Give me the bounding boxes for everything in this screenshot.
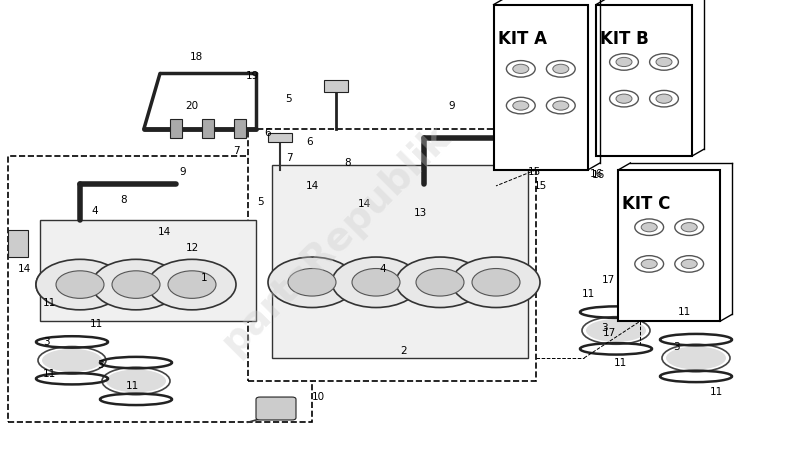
Bar (202, 119, 214, 138)
Text: 3: 3 (43, 337, 50, 347)
Circle shape (616, 57, 632, 67)
Bar (8, 230, 28, 257)
Text: 3: 3 (673, 341, 679, 352)
Circle shape (352, 269, 400, 296)
Circle shape (332, 257, 420, 308)
Circle shape (656, 57, 672, 67)
Text: KIT C: KIT C (622, 195, 670, 213)
Circle shape (656, 94, 672, 103)
Bar (40, 220, 256, 321)
Text: 4: 4 (379, 263, 386, 274)
Text: 14: 14 (18, 263, 30, 274)
Text: KIT A: KIT A (498, 30, 546, 48)
Text: 11: 11 (678, 307, 690, 317)
Circle shape (396, 257, 484, 308)
Text: 11: 11 (126, 381, 138, 391)
Text: 16: 16 (590, 169, 602, 179)
Text: 9: 9 (449, 101, 455, 111)
Circle shape (56, 271, 104, 298)
Text: 3: 3 (97, 360, 103, 370)
Circle shape (112, 271, 160, 298)
Circle shape (168, 271, 216, 298)
FancyBboxPatch shape (256, 397, 296, 420)
Text: 7: 7 (286, 153, 293, 163)
Text: 15: 15 (528, 167, 541, 177)
Ellipse shape (42, 349, 102, 372)
Text: 11: 11 (710, 387, 722, 397)
Text: 3: 3 (601, 323, 607, 333)
Text: 9: 9 (179, 167, 186, 177)
Bar (324, 80, 348, 92)
Bar (170, 119, 182, 138)
Text: 17: 17 (603, 328, 616, 338)
Text: 11: 11 (43, 298, 56, 308)
Bar (272, 165, 528, 358)
Text: 13: 13 (414, 208, 426, 218)
Circle shape (148, 259, 236, 310)
Circle shape (682, 223, 698, 232)
Bar (494, 5, 588, 170)
Circle shape (288, 269, 336, 296)
Text: 19: 19 (246, 71, 258, 81)
Ellipse shape (106, 369, 166, 392)
Text: 17: 17 (602, 275, 614, 285)
Text: 14: 14 (358, 199, 370, 209)
Text: 5: 5 (257, 197, 263, 207)
Text: 1: 1 (201, 273, 207, 283)
Circle shape (553, 64, 569, 73)
Text: 11: 11 (614, 358, 626, 368)
Text: 6: 6 (265, 128, 271, 138)
Bar (596, 5, 692, 156)
Circle shape (268, 257, 356, 308)
Circle shape (642, 259, 658, 269)
Circle shape (553, 101, 569, 110)
Ellipse shape (666, 347, 726, 369)
Text: KIT B: KIT B (600, 30, 649, 48)
Circle shape (416, 269, 464, 296)
Text: partsRepublik: partsRepublik (214, 117, 458, 361)
Text: 10: 10 (312, 392, 325, 402)
Circle shape (513, 101, 529, 110)
Bar (618, 170, 720, 321)
FancyBboxPatch shape (8, 156, 312, 422)
Circle shape (92, 259, 180, 310)
Bar (234, 119, 246, 138)
Text: 18: 18 (190, 52, 202, 62)
Circle shape (616, 94, 632, 103)
Text: 8: 8 (121, 195, 127, 205)
Text: 4: 4 (91, 206, 98, 216)
Circle shape (642, 223, 658, 232)
Ellipse shape (586, 319, 646, 342)
Text: 2: 2 (401, 346, 407, 356)
Text: 11: 11 (582, 289, 594, 299)
Text: 8: 8 (345, 158, 351, 168)
Text: 14: 14 (306, 181, 318, 191)
Text: 16: 16 (592, 170, 605, 180)
Text: 7: 7 (233, 146, 239, 157)
Circle shape (682, 259, 698, 269)
Bar (268, 133, 292, 142)
Text: 20: 20 (186, 101, 198, 111)
Circle shape (472, 269, 520, 296)
Text: 5: 5 (285, 94, 291, 104)
Text: 14: 14 (158, 227, 170, 237)
Text: 12: 12 (186, 243, 198, 253)
Circle shape (513, 64, 529, 73)
FancyBboxPatch shape (248, 129, 536, 381)
Text: 11: 11 (90, 319, 102, 329)
Text: 11: 11 (43, 369, 56, 379)
Text: 6: 6 (306, 137, 313, 147)
Circle shape (36, 259, 124, 310)
Circle shape (452, 257, 540, 308)
Text: 15: 15 (534, 181, 547, 191)
